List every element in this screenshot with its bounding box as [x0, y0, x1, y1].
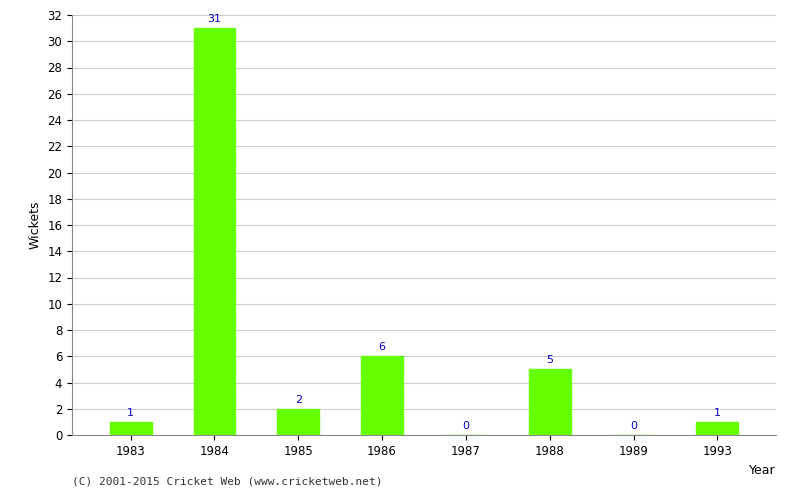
Bar — [529, 370, 570, 435]
Text: 0: 0 — [630, 421, 637, 431]
Bar — [194, 28, 235, 435]
Text: 0: 0 — [462, 421, 470, 431]
Text: 5: 5 — [546, 356, 554, 366]
Text: 1: 1 — [714, 408, 721, 418]
Text: Year: Year — [750, 464, 776, 477]
Bar — [110, 422, 152, 435]
Bar — [361, 356, 403, 435]
Text: 1: 1 — [127, 408, 134, 418]
Y-axis label: Wickets: Wickets — [29, 200, 42, 249]
Text: (C) 2001-2015 Cricket Web (www.cricketweb.net): (C) 2001-2015 Cricket Web (www.cricketwe… — [72, 477, 382, 487]
Text: 31: 31 — [207, 14, 222, 24]
Text: 2: 2 — [294, 395, 302, 405]
Bar — [278, 409, 319, 435]
Bar — [696, 422, 738, 435]
Text: 6: 6 — [378, 342, 386, 352]
